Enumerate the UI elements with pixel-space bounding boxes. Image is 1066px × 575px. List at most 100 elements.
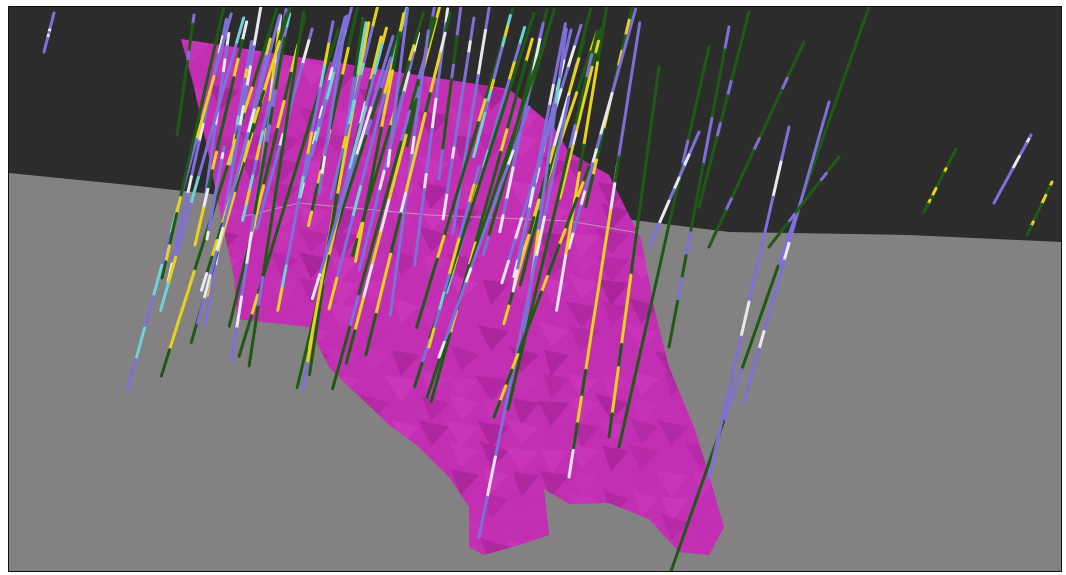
drillhole-interval — [252, 305, 260, 338]
drillhole[interactable] — [253, 36, 286, 215]
drillhole[interactable] — [767, 155, 841, 249]
3d-viewport[interactable] — [8, 6, 1062, 572]
drillhole[interactable] — [437, 7, 463, 181]
drillhole-interval — [407, 153, 414, 175]
drillhole[interactable] — [472, 13, 512, 158]
drillhole-interval — [310, 273, 322, 301]
drillhole-interval — [435, 234, 446, 261]
drillhole-interval — [740, 24, 747, 42]
drillhole-interval — [618, 49, 626, 67]
drillhole[interactable] — [1025, 180, 1054, 237]
scene-canvas[interactable] — [9, 7, 1061, 571]
drillhole-interval — [746, 149, 756, 165]
drillhole[interactable] — [308, 21, 371, 350]
drillhole[interactable] — [386, 7, 409, 168]
orebody-facet — [450, 469, 479, 496]
drillhole[interactable] — [567, 155, 621, 479]
drillhole-interval — [426, 142, 432, 161]
drillhole-interval — [444, 7, 450, 26]
drillhole[interactable] — [707, 125, 791, 479]
drillhole[interactable] — [555, 7, 609, 312]
drillhole[interactable] — [492, 165, 591, 419]
drillhole[interactable] — [175, 13, 196, 137]
drillhole[interactable] — [922, 147, 958, 214]
drillhole-interval — [293, 197, 301, 223]
drillhole-interval — [189, 131, 197, 151]
drillhole[interactable] — [205, 145, 226, 241]
drillhole[interactable] — [331, 17, 437, 391]
drillhole-traces[interactable] — [42, 7, 1054, 571]
drillhole-interval — [526, 255, 538, 299]
drillhole-interval — [573, 171, 581, 202]
drillhole[interactable] — [441, 16, 476, 221]
drillhole-interval — [151, 263, 164, 299]
drillhole-interval — [362, 50, 368, 66]
drillhole[interactable] — [193, 20, 249, 247]
drillhole-interval — [495, 179, 504, 197]
drillhole[interactable] — [697, 10, 751, 209]
drillhole-interval — [596, 262, 604, 292]
drillhole[interactable] — [247, 10, 306, 368]
drillhole[interactable] — [647, 130, 701, 249]
drillhole[interactable] — [329, 7, 380, 200]
drillhole[interactable] — [992, 133, 1033, 205]
drillhole[interactable] — [617, 45, 711, 449]
drillhole[interactable] — [437, 105, 531, 359]
drillhole[interactable] — [477, 95, 571, 539]
drillhole[interactable] — [415, 7, 515, 329]
drillhole-interval — [189, 22, 195, 35]
drillhole-interval — [307, 27, 314, 43]
drillhole[interactable] — [607, 65, 661, 439]
drillhole[interactable] — [159, 16, 246, 312]
drillhole-interval — [254, 145, 261, 163]
drillhole[interactable] — [707, 40, 806, 249]
drillhole[interactable] — [567, 7, 638, 250]
drillhole[interactable] — [667, 25, 731, 349]
drillhole-interval — [430, 7, 436, 20]
drillhole-interval — [822, 100, 831, 122]
drillhole-interval — [380, 26, 388, 46]
drillhole[interactable] — [196, 13, 282, 325]
drillhole-interval — [735, 173, 744, 189]
drillhole-interval — [518, 264, 527, 287]
drillhole-interval — [480, 196, 490, 222]
drillhole-interval — [399, 109, 412, 144]
drillhole-interval — [651, 88, 658, 115]
drillhole-interval — [332, 193, 339, 216]
drillhole-interval — [247, 174, 255, 193]
drillhole[interactable] — [276, 20, 335, 312]
drillhole[interactable] — [310, 34, 395, 301]
drillhole[interactable] — [159, 7, 279, 378]
drillhole-interval — [525, 11, 536, 39]
drillhole[interactable] — [558, 26, 604, 200]
drillhole[interactable] — [364, 11, 452, 356]
drillhole-interval — [232, 57, 240, 80]
drillhole-interval — [483, 100, 490, 115]
drillhole[interactable] — [506, 29, 599, 411]
orebody-facet — [504, 489, 539, 516]
drillhole-interval — [351, 73, 359, 103]
drillhole-interval — [685, 471, 707, 527]
drillhole[interactable] — [160, 7, 226, 280]
drillhole-interval — [547, 128, 554, 157]
drillhole[interactable] — [335, 26, 388, 219]
drillhole-interval — [422, 172, 428, 191]
drillhole[interactable] — [427, 165, 481, 349]
drillhole[interactable] — [298, 16, 347, 199]
drillhole[interactable] — [354, 12, 406, 263]
drillhole-interval — [568, 144, 575, 161]
drillhole-interval — [234, 124, 242, 148]
orebody-facet — [692, 496, 719, 523]
drillhole-interval — [271, 62, 276, 83]
drillhole-interval — [376, 126, 383, 149]
drillhole[interactable] — [42, 11, 56, 54]
drillhole[interactable] — [317, 14, 349, 195]
drillhole-interval — [507, 61, 516, 82]
drillhole-interval — [356, 263, 369, 298]
drillhole-interval — [321, 92, 328, 109]
drillhole-interval — [347, 152, 355, 172]
drillhole[interactable] — [511, 22, 567, 293]
drillhole-interval — [293, 150, 303, 174]
drillhole[interactable] — [413, 7, 450, 267]
drillhole-interval — [313, 183, 320, 200]
